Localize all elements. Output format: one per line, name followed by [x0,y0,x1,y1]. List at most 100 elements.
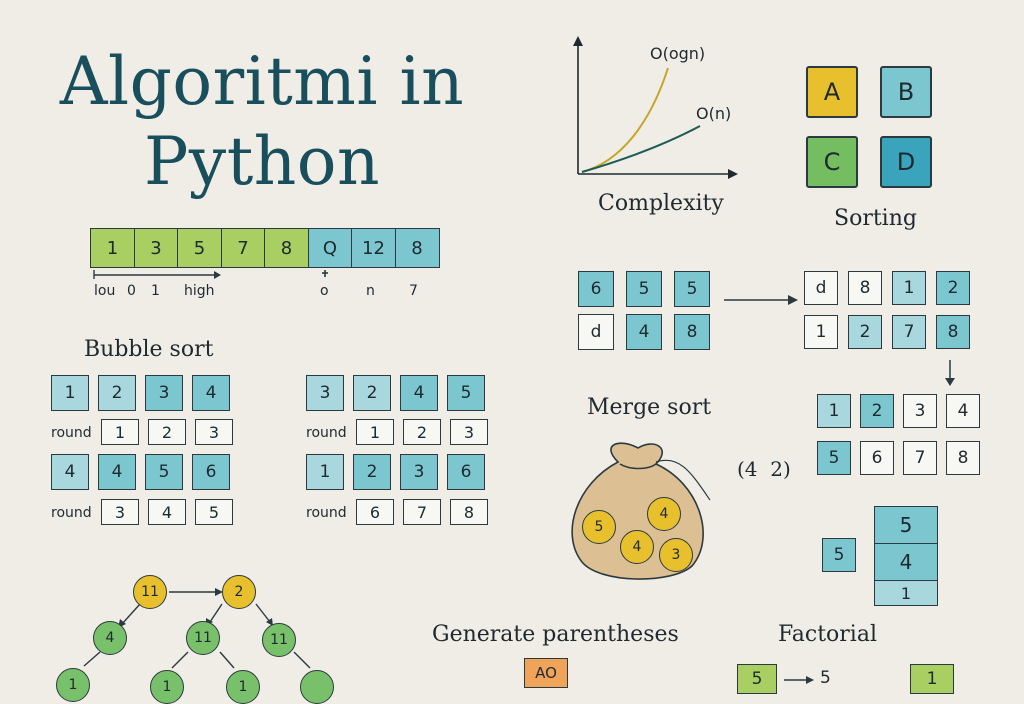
bubble-cell: 2 [353,454,391,490]
pointer-marker [322,270,328,277]
stack-cell-bottom: 1 [874,580,938,606]
round-cell: 7 [403,499,441,525]
factorial-right-cell: 1 [910,664,954,694]
range-arrow [93,270,221,279]
tree-node-root: 11 [133,575,167,609]
factorial-title: Factorial [778,622,877,647]
coin-5: 5 [582,510,616,544]
bubble-cell: 1 [51,375,89,411]
bubble-cell: 4 [51,454,89,490]
array-cell: 8 [264,228,309,268]
bubble-cell: 4 [400,375,438,411]
merge-cell: 5 [674,271,710,307]
tree-node-l2b: 1 [150,670,184,704]
page-title-line2: Python [144,123,380,200]
down-arrow [945,360,955,386]
coin-4b: 4 [620,530,654,564]
label-seven: 7 [409,283,418,299]
round-cell: 6 [356,499,394,525]
factorial-value: 5 [820,668,831,688]
bubble-cell: 4 [98,454,136,490]
round-cell: 1 [356,419,394,445]
parentheses-box: AO [524,658,568,688]
bubble-cell: 3 [400,454,438,490]
tree-node-l1a: 4 [93,621,127,655]
coin-4a: 4 [647,497,681,531]
label-one: 1 [151,283,160,299]
result-cell: 7 [903,441,937,475]
round-cell: 3 [195,419,233,445]
array-cell: 7 [220,228,266,268]
round-cell: 2 [403,419,441,445]
round-cell: 3 [450,419,488,445]
tree-node-l2c: 1 [226,670,260,704]
array-cell: Q [307,228,353,268]
merge-cell: 7 [892,315,926,349]
bubble-sort-title: Bubble sort [84,337,214,362]
tree-node-l1c: 11 [262,623,296,657]
array-cell: 5 [177,228,222,268]
parentheses-title: Generate parentheses [432,622,679,647]
factorial-arrow [784,676,814,684]
result-cell: 4 [946,394,980,428]
label-o: o [320,283,329,299]
curve-label-on: O(n) [696,104,732,123]
round-label: round [306,425,347,441]
label-high: high [184,283,215,299]
stack-side-cell: 5 [822,538,856,572]
array-cell: 3 [133,228,179,268]
merge-cell: d [804,271,838,305]
result-cell: 5 [817,441,851,475]
bubble-cell: 5 [447,375,485,411]
coin-3: 3 [659,538,693,572]
merge-cell: 6 [578,271,614,307]
result-cell: 6 [860,441,894,475]
merge-cell: 8 [936,315,970,349]
merge-cell: 5 [626,271,662,307]
tile-c: C [806,136,858,188]
label-zero: 0 [127,283,136,299]
tree-node-l2d [300,670,334,704]
merge-cell: 1 [804,315,838,349]
result-cell: 8 [946,441,980,475]
merge-cell: 2 [848,315,882,349]
round-cell: 5 [195,499,233,525]
array-cell: 1 [90,228,135,268]
curve-label-ogn: O(ogn) [650,44,706,63]
merge-sort-title: Merge sort [587,395,712,420]
result-cell: 3 [903,394,937,428]
round-cell: 3 [101,499,139,525]
merge-cell: 8 [848,271,882,305]
array-cell: 12 [351,228,396,268]
sorting-title: Sorting [834,206,917,231]
round-label: round [51,425,92,441]
merge-cell: 8 [674,314,710,350]
complexity-plot [573,36,738,179]
bubble-cell: 4 [192,375,230,411]
factorial-left-cell: 5 [737,664,777,694]
merge-cell: 4 [626,314,662,350]
bubble-cell: 1 [306,454,344,490]
round-cell: 4 [148,499,186,525]
array-cell: 8 [394,228,440,268]
round-label: round [306,505,347,521]
merge-cell: 2 [936,271,970,305]
tile-a: A [806,66,858,118]
bubble-cell: 3 [306,375,344,411]
round-cell: 1 [101,419,139,445]
bubble-cell: 6 [192,454,230,490]
round-label: round [51,505,92,521]
result-cell: 1 [817,394,851,428]
page-title-line1: Algoritmi in [59,43,465,120]
linear-curve [581,125,701,173]
bubble-cell: 5 [145,454,183,490]
label-low: lou [94,283,116,299]
bubble-cell: 2 [353,375,391,411]
stack-cell-mid: 4 [874,543,938,581]
complexity-title: Complexity [598,191,724,216]
bubble-cell: 3 [145,375,183,411]
tree-node-right-root: 2 [222,575,256,609]
label-n: n [366,283,375,299]
tile-b: B [880,66,932,118]
merge-cell: d [578,314,614,350]
